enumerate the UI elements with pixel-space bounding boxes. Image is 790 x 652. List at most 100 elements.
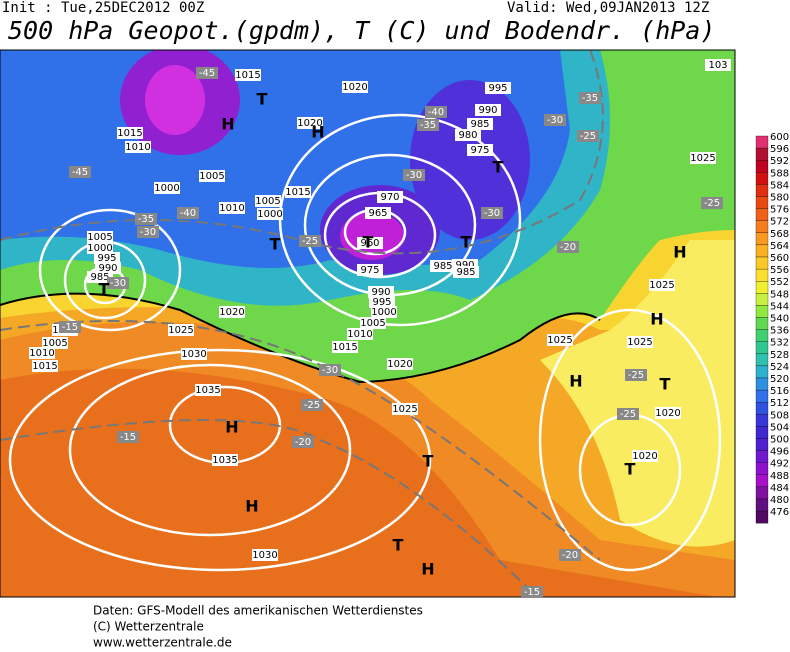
isotherm-label-box bbox=[557, 241, 579, 253]
colorbar-swatch bbox=[755, 220, 769, 233]
isobar-label-box bbox=[255, 195, 281, 207]
colorbar-label: 584 bbox=[770, 180, 789, 191]
colorbar-label: 568 bbox=[770, 229, 789, 240]
isobar-label: 1025 bbox=[627, 337, 652, 348]
isobar-label-box bbox=[87, 242, 113, 254]
pressure-center-marker: T bbox=[461, 233, 472, 252]
isotherm-label: -45 bbox=[72, 167, 88, 178]
isobar-label-box bbox=[467, 144, 493, 156]
isotherm-label: -40 bbox=[428, 107, 444, 118]
isotherm-label: -30 bbox=[547, 115, 563, 126]
colorbar-swatch bbox=[755, 293, 769, 306]
isobar-label: 1000 bbox=[371, 307, 396, 318]
colorbar-swatch bbox=[755, 232, 769, 246]
isobar-label-box bbox=[453, 266, 479, 278]
isobar-label-box bbox=[365, 207, 391, 219]
isobar-label-box bbox=[195, 384, 221, 396]
isotherm-label: -20 bbox=[560, 242, 576, 253]
isobar-label: 985 bbox=[470, 119, 489, 130]
isobar-label: 1010 bbox=[347, 329, 372, 340]
colorbar-swatch bbox=[755, 510, 769, 524]
isobar-label: 1005 bbox=[87, 232, 112, 243]
isobar-label: 1010 bbox=[219, 203, 244, 214]
colorbar-label: 504 bbox=[770, 422, 789, 433]
colorbar-label: 536 bbox=[770, 326, 789, 337]
colorbar-label: 508 bbox=[770, 410, 789, 421]
footer-url: www.wetterzentrale.de bbox=[93, 636, 232, 649]
colorbar: 6005965925885845805765725685645605565525… bbox=[755, 132, 789, 524]
isobar-label-box bbox=[219, 202, 245, 214]
isotherm-label-box bbox=[137, 226, 159, 238]
colorbar-label: 600 bbox=[770, 132, 789, 143]
isobar-label: 995 bbox=[488, 83, 507, 94]
colorbar-swatch bbox=[755, 377, 769, 391]
isobar-label-box bbox=[342, 81, 368, 93]
isobar-label-box bbox=[154, 182, 180, 194]
pressure-center-marker: T bbox=[423, 452, 434, 471]
colorbar-swatch bbox=[755, 450, 769, 463]
colorbar-label: 476 bbox=[770, 507, 789, 518]
field-paleyellow bbox=[540, 240, 735, 547]
pressure-center-marker: H bbox=[673, 243, 686, 262]
isobar-label-box bbox=[29, 347, 55, 359]
map-frame bbox=[0, 49, 736, 598]
footer-copyright: (C) Wetterzentrale bbox=[93, 620, 204, 634]
isobar-label: 103 bbox=[708, 60, 727, 71]
isobar-label: 1015 bbox=[332, 342, 357, 353]
isobar-label: 985 bbox=[433, 261, 452, 272]
isobar-label: 990 bbox=[478, 105, 497, 116]
colorbar-label: 564 bbox=[770, 241, 789, 252]
isobar-label: 1000 bbox=[257, 209, 282, 220]
colorbar-label: 512 bbox=[770, 398, 789, 409]
isobar-label: 1015 bbox=[32, 361, 57, 372]
isobar-label: 1035 bbox=[212, 455, 237, 466]
isobar-label: 1025 bbox=[547, 335, 572, 346]
pressure-center-marker: H bbox=[225, 418, 238, 437]
isobar-label: 1015 bbox=[285, 187, 310, 198]
isotherm-label: -45 bbox=[199, 68, 215, 79]
colorbar-swatch bbox=[755, 438, 769, 451]
colorbar-label: 524 bbox=[770, 362, 789, 373]
isotherm-label-box bbox=[559, 549, 581, 561]
isobar-label: 1030 bbox=[181, 349, 206, 360]
valid-time: Valid: Wed,09JAN2013 12Z bbox=[507, 0, 709, 16]
isobar-label-box bbox=[87, 271, 113, 283]
colorbar-swatch bbox=[755, 365, 769, 379]
isotherm-label: -30 bbox=[110, 278, 126, 289]
isotherm-label-box bbox=[292, 436, 314, 448]
isotherm-label: -25 bbox=[304, 400, 320, 411]
pressure-center-marker: H bbox=[569, 372, 582, 391]
isobar-label-box bbox=[168, 324, 194, 336]
isobar-label-box bbox=[627, 336, 653, 348]
isotherm-label: -15 bbox=[62, 322, 78, 333]
isobar-label: 965 bbox=[368, 208, 387, 219]
isobar-label-box bbox=[357, 264, 383, 276]
isobar-label: 1000 bbox=[154, 183, 179, 194]
isobar-label: 975 bbox=[360, 265, 379, 276]
isobar-label: 1025 bbox=[168, 325, 193, 336]
colorbar-swatch bbox=[755, 486, 769, 500]
isobar-label-box bbox=[467, 118, 493, 130]
colorbar-label: 484 bbox=[770, 483, 789, 494]
pressure-center-marker: T bbox=[99, 280, 110, 299]
isotherm-label: -35 bbox=[582, 93, 598, 104]
isotherm-label: -40 bbox=[180, 208, 196, 219]
isobar-label: 1015 bbox=[117, 128, 142, 139]
low-north-center bbox=[145, 65, 205, 135]
pressure-center-marker: T bbox=[257, 90, 268, 109]
isobar-label: 995 bbox=[372, 297, 391, 308]
isobar-label-box bbox=[392, 403, 418, 415]
isobar-label-box bbox=[181, 348, 207, 360]
isotherm-label-box bbox=[417, 119, 439, 131]
colorbar-swatch bbox=[755, 341, 769, 354]
isobar-label: 1000 bbox=[87, 243, 112, 254]
colorbar-label: 480 bbox=[770, 495, 789, 506]
isotherm-label-box bbox=[617, 408, 639, 420]
isobar-label-box bbox=[94, 252, 120, 264]
isobar-label-box bbox=[257, 208, 283, 220]
isobar-label: 1010 bbox=[29, 348, 54, 359]
isotherm-label: -20 bbox=[562, 550, 578, 561]
colorbar-swatch bbox=[755, 208, 769, 221]
